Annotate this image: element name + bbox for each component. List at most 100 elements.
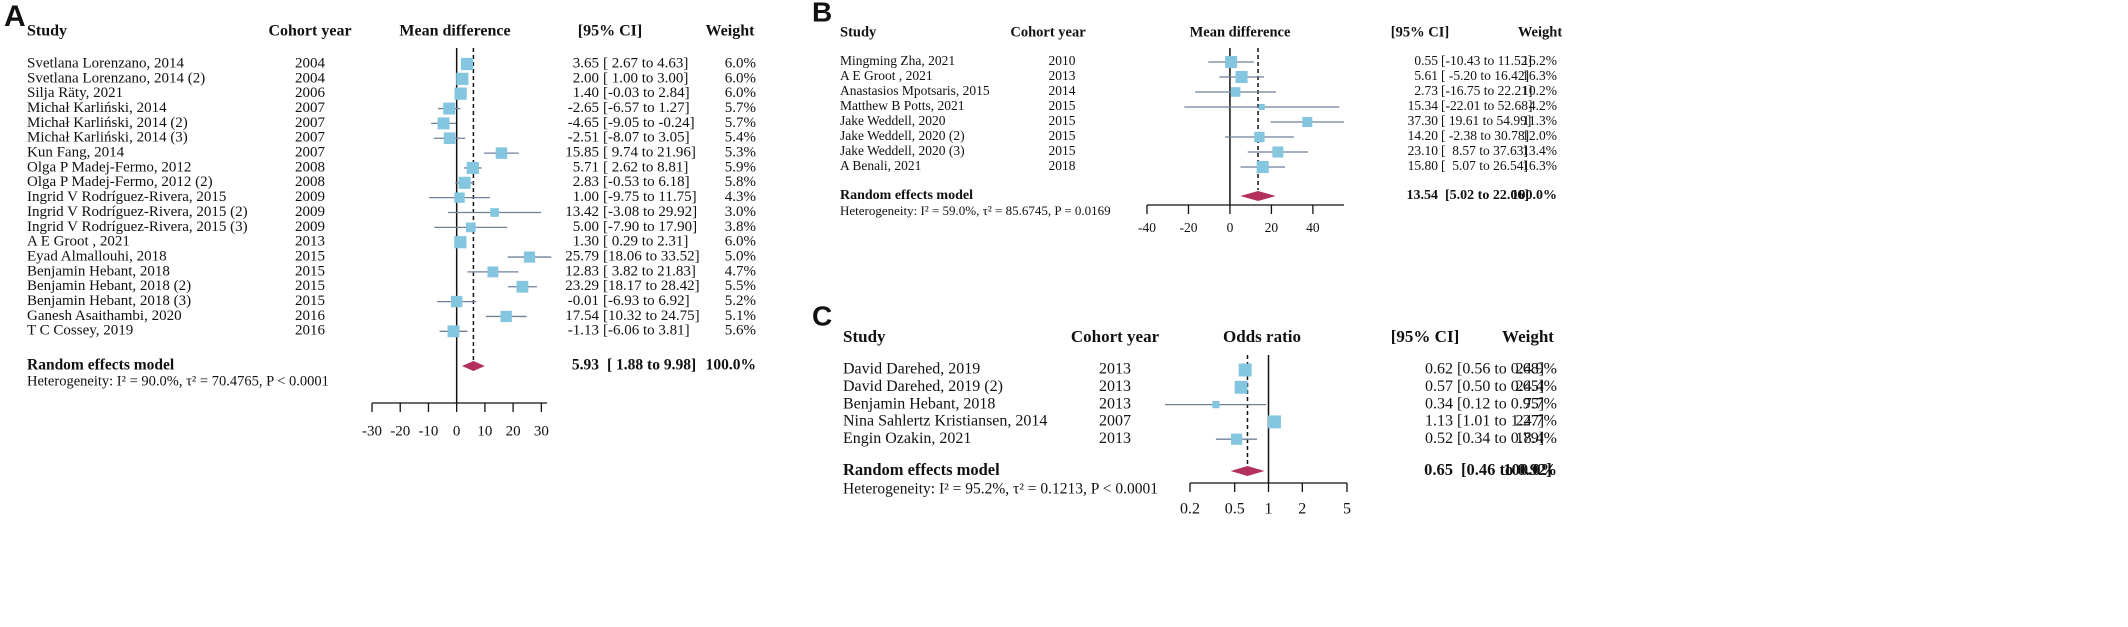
study-name: Nina Sahlertz Kristiansen, 2014 — [843, 413, 1047, 430]
study-name: A E Groot , 2021 — [27, 234, 130, 250]
cohort-year: 2015 — [1049, 128, 1076, 143]
effect-value: 25.79 — [565, 248, 599, 264]
cohort-year: 2013 — [1049, 68, 1076, 83]
effect-value: 1.00 — [573, 189, 599, 205]
weight-label: 5.5% — [725, 278, 756, 294]
pooled-name: Random effects model — [840, 188, 973, 203]
weight-label: 3.0% — [725, 204, 756, 220]
weight-label: 5.8% — [725, 174, 756, 190]
effect-box — [450, 295, 463, 308]
ci-label: [ -5.20 to 16.42] — [1441, 68, 1529, 83]
effect-box — [454, 192, 465, 203]
weight-label: 24.9% — [1516, 361, 1557, 378]
ci-label: [ 5.07 to 26.54] — [1441, 158, 1528, 173]
ci-label: [-6.06 to 3.81] — [603, 323, 690, 339]
study-name: Michał Karliński, 2014 (2) — [27, 115, 188, 131]
pooled-ci: [ 1.88 to 9.98] — [607, 357, 696, 374]
study-name: Benjamin Hebant, 2018 (3) — [27, 293, 191, 309]
heterogeneity: Heterogeneity: I² = 90.0%, τ² = 70.4765,… — [27, 373, 329, 389]
effect-box — [516, 280, 529, 293]
effect-box — [456, 72, 469, 85]
study-name: David Darehed, 2019 (2) — [843, 378, 1003, 395]
effect-value: 2.83 — [573, 174, 599, 190]
column-header: Study — [840, 24, 877, 40]
effect-value: 1.13 — [1425, 413, 1453, 430]
effect-box — [487, 266, 499, 278]
effect-box — [523, 251, 536, 263]
effect-box — [1302, 116, 1313, 128]
cohort-year: 2010 — [1049, 53, 1076, 68]
ci-label: [ 2.67 to 4.63] — [603, 55, 688, 71]
weight-label: 5.7% — [725, 115, 756, 131]
cohort-year: 2007 — [295, 145, 326, 161]
effect-value: 0.62 — [1425, 361, 1453, 378]
cohort-year: 2013 — [1099, 430, 1131, 447]
effect-value: 3.65 — [573, 55, 599, 71]
effect-box — [454, 87, 467, 100]
study-name: Kun Fang, 2014 — [27, 145, 125, 161]
x-tick-label: 0 — [1227, 220, 1234, 235]
effect-box — [443, 132, 456, 145]
heterogeneity: Heterogeneity: I² = 95.2%, τ² = 0.1213, … — [843, 481, 1158, 498]
ci-label: [-7.90 to 17.90] — [603, 219, 697, 235]
ci-label: [ 9.74 to 21.96] — [603, 145, 696, 161]
weight-label: 16.3% — [1522, 158, 1557, 173]
x-tick-label: 5 — [1343, 501, 1351, 518]
ci-label: [-6.93 to 6.92] — [603, 293, 690, 309]
study-name: Eyad Almallouhi, 2018 — [27, 248, 167, 264]
weight-label: 16.2% — [1522, 53, 1557, 68]
ci-label: [ -2.38 to 30.78] — [1441, 128, 1529, 143]
ci-label: [18.17 to 28.42] — [603, 278, 700, 294]
weight-label: 12.0% — [1522, 128, 1557, 143]
pooled-diamond — [1230, 466, 1265, 476]
study-name: Benjamin Hebant, 2018 (2) — [27, 278, 191, 294]
effect-value: 0.55 — [1414, 53, 1438, 68]
cohort-year: 2014 — [1049, 83, 1076, 98]
study-name: Olga P Madej-Fermo, 2012 (2) — [27, 174, 213, 190]
weight-label: 4.2% — [1529, 98, 1557, 113]
ci-label: [ 19.61 to 54.99] — [1441, 113, 1531, 128]
weight-label: 18.4% — [1516, 430, 1557, 447]
effect-value: 15.80 — [1408, 158, 1439, 173]
study-name: Ganesh Asaithambi, 2020 — [27, 308, 182, 324]
column-header: Study — [843, 327, 886, 346]
weight-label: 5.6% — [725, 323, 756, 339]
weight-label: 10.2% — [1522, 83, 1557, 98]
effect-box — [1254, 131, 1265, 143]
study-name: David Darehed, 2019 — [843, 361, 980, 378]
x-tick-label: 20 — [506, 423, 521, 439]
effect-box — [1235, 70, 1248, 84]
study-name: Michał Karliński, 2014 (3) — [27, 130, 188, 146]
study-name: A E Groot , 2021 — [840, 68, 933, 83]
cohort-year: 2007 — [295, 115, 326, 131]
weight-label: 5.3% — [725, 145, 756, 161]
x-tick-label: 0.2 — [1180, 501, 1200, 518]
ci-label: [ 1.00 to 3.00] — [603, 70, 688, 86]
pooled-weight: 100.0% — [1512, 188, 1558, 203]
effect-box — [443, 102, 456, 115]
effect-box — [1212, 400, 1220, 409]
effect-value: 5.71 — [573, 159, 599, 175]
column-header: [95% CI] — [1391, 327, 1459, 346]
column-header: Weight — [1518, 24, 1562, 40]
effect-value: 5.61 — [1414, 68, 1438, 83]
study-name: T C Cossey, 2019 — [27, 323, 133, 339]
cohort-year: 2008 — [295, 174, 325, 190]
effect-value: 2.73 — [1414, 83, 1438, 98]
x-tick-label: 2 — [1298, 501, 1306, 518]
study-name: Svetlana Lorenzano, 2014 — [27, 55, 185, 71]
study-name: Ingrid V Rodríguez-Rivera, 2015 — [27, 189, 226, 205]
weight-label: 5.4% — [725, 130, 756, 146]
effect-box — [490, 208, 499, 217]
cohort-year: 2009 — [295, 219, 325, 235]
study-name: Anastasios Mpotsaris, 2015 — [840, 83, 990, 98]
study-name: Engin Ozakin, 2021 — [843, 430, 971, 447]
ci-label: [1.01 to 1.27] — [1457, 413, 1544, 430]
weight-label: 5.9% — [725, 159, 756, 175]
pooled-name: Random effects model — [27, 357, 175, 374]
ci-label: [ 3.82 to 21.83] — [603, 263, 696, 279]
effect-box — [458, 176, 471, 189]
weight-label: 3.8% — [725, 219, 756, 235]
